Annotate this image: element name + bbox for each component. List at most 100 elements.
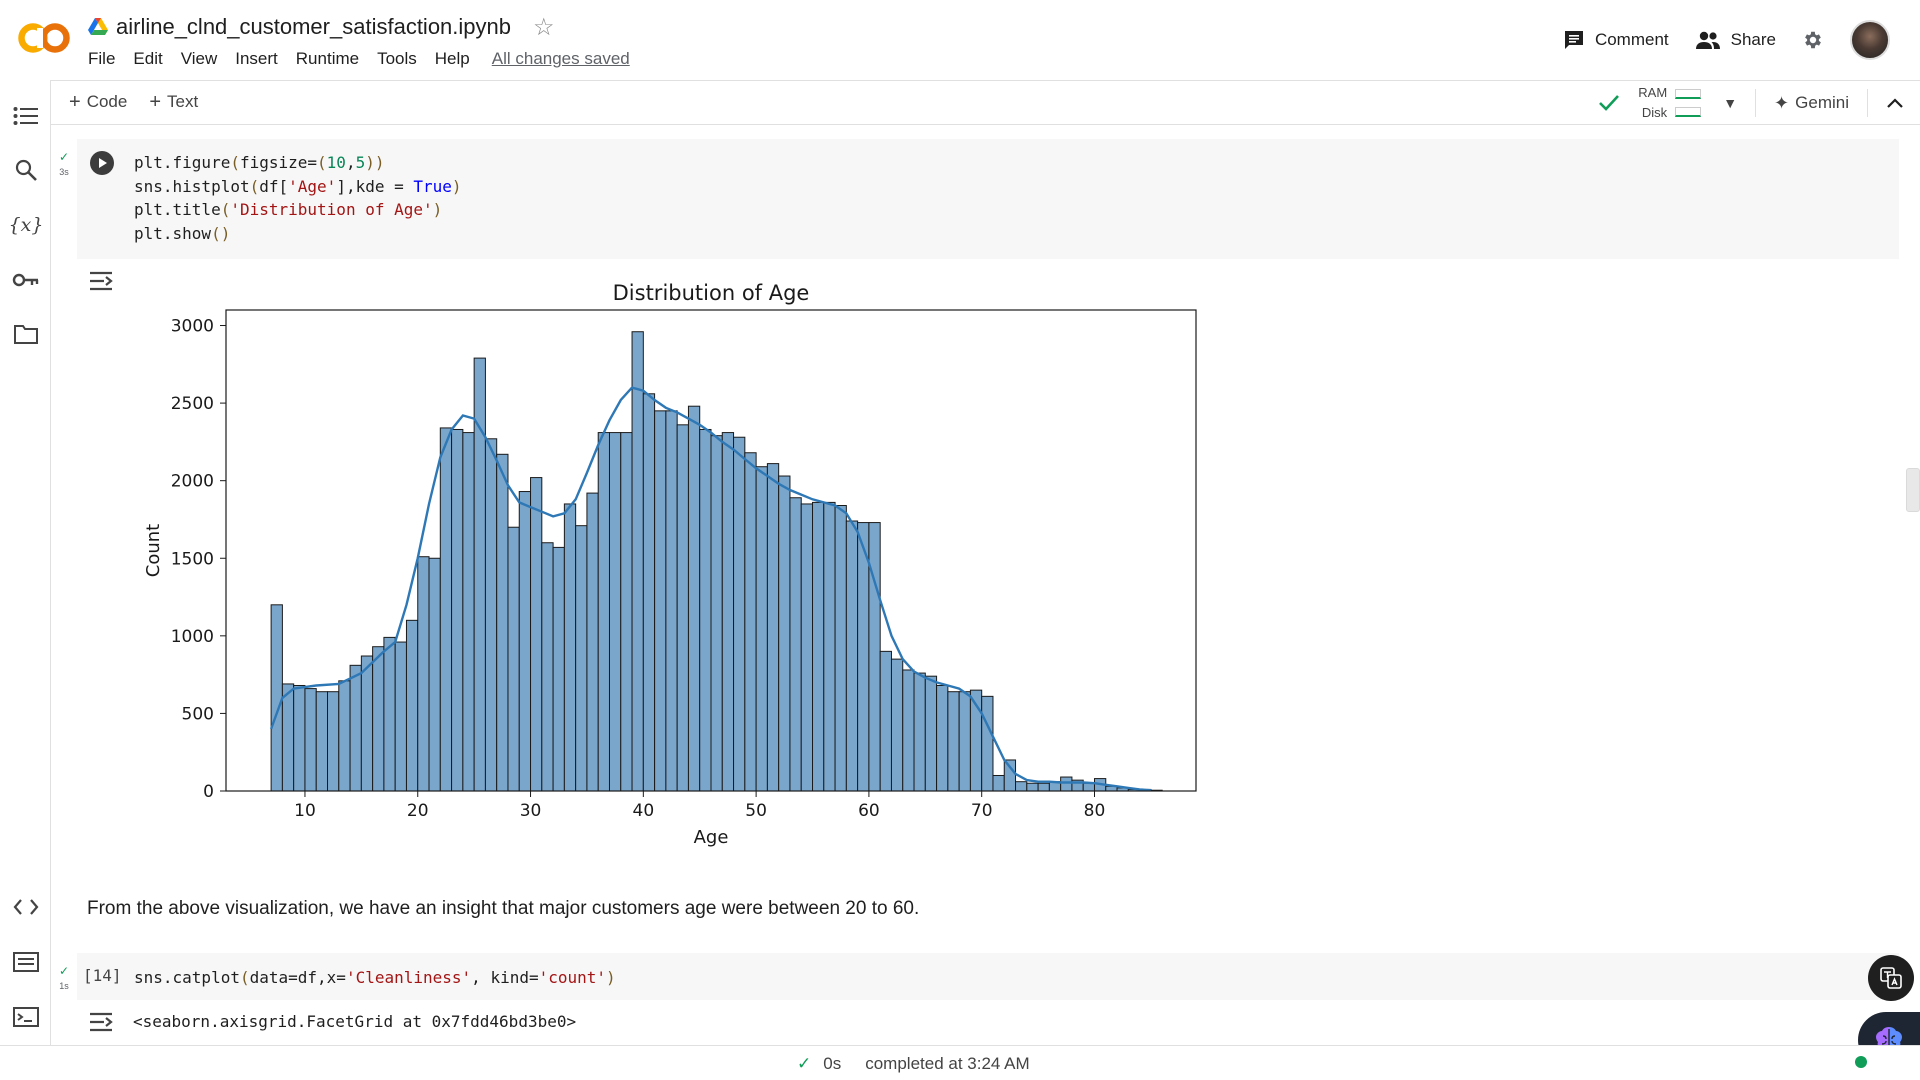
- terminal-icon[interactable]: [12, 1003, 40, 1031]
- comment-icon: [1564, 31, 1583, 49]
- output-toggle-icon[interactable]: [88, 1010, 116, 1034]
- menu-runtime[interactable]: Runtime: [295, 49, 360, 68]
- histogram-bar: [293, 684, 306, 792]
- histogram-bar: [936, 684, 949, 792]
- histogram-bar: [721, 432, 735, 792]
- execution-status[interactable]: ✓ 0s completed at 3:24 AM: [797, 1054, 1030, 1074]
- run-cell-button[interactable]: [90, 151, 114, 175]
- histogram-bar: [981, 695, 994, 792]
- command-palette-icon[interactable]: [12, 948, 40, 976]
- y-tick-label: 3000: [171, 317, 214, 337]
- disk-label: Disk: [1641, 105, 1668, 120]
- menu-edit[interactable]: Edit: [133, 49, 163, 68]
- histogram-bar: [349, 664, 362, 792]
- execution-count: [14]: [83, 966, 122, 985]
- divider: [1867, 89, 1868, 117]
- histogram-bar: [327, 691, 340, 792]
- code-cell[interactable]: ✓ 1s [14] sns.catplot(data=df,x='Cleanli…: [59, 953, 1899, 1000]
- executed-check-icon: ✓: [58, 964, 70, 978]
- variables-icon[interactable]: {x}: [8, 214, 44, 236]
- output-toggle-icon[interactable]: [88, 269, 116, 293]
- menu-view[interactable]: View: [180, 49, 218, 68]
- histogram-bar: [642, 393, 656, 792]
- code-cell[interactable]: ✓ 3s plt.figure(figsize=(10,5)) sns.histp…: [59, 139, 1899, 259]
- histogram-bar: [834, 505, 847, 792]
- y-tick-label: 1000: [171, 627, 214, 647]
- translate-button[interactable]: [1868, 955, 1914, 1001]
- colab-logo[interactable]: [18, 20, 70, 56]
- folder-icon[interactable]: [12, 320, 40, 348]
- histogram-bar: [924, 675, 938, 792]
- histogram-bar: [1060, 776, 1073, 792]
- translate-icon: [1880, 967, 1902, 989]
- code-snippets-icon[interactable]: [12, 893, 40, 921]
- table-of-contents-icon[interactable]: [12, 102, 40, 130]
- app-header: airline_clnd_customer_satisfaction.ipynb…: [0, 0, 1920, 80]
- histogram-bar: [890, 658, 904, 792]
- histogram-bar: [868, 522, 881, 792]
- status-duration: 0s: [823, 1054, 842, 1073]
- scrollbar-thumb[interactable]: [1906, 468, 1920, 512]
- histogram-bar: [462, 432, 475, 792]
- menu-insert[interactable]: Insert: [235, 49, 278, 68]
- histogram-bar: [823, 501, 836, 792]
- histogram-bar: [778, 475, 791, 792]
- y-tick-label: 0: [203, 782, 214, 802]
- markdown-text[interactable]: From the above visualization, we have an…: [87, 898, 920, 919]
- histogram-bar: [1037, 782, 1050, 792]
- add-text-button[interactable]: + Text: [149, 92, 198, 112]
- histogram-bar: [992, 774, 1005, 792]
- add-code-label: Code: [86, 92, 128, 111]
- user-avatar[interactable]: [1850, 20, 1890, 60]
- star-icon[interactable]: ☆: [533, 13, 555, 41]
- gemini-button[interactable]: ✦ Gemini: [1774, 93, 1849, 114]
- y-axis-label: Count: [143, 524, 164, 577]
- histogram-bar: [902, 669, 915, 792]
- histogram-bar: [496, 453, 509, 792]
- secrets-key-icon[interactable]: [12, 266, 40, 294]
- search-icon[interactable]: [12, 156, 40, 184]
- code-line: plt.title('Distribution of Age'): [134, 200, 443, 219]
- code-editor[interactable]: plt.figure(figsize=(10,5)) sns.histplot(d…: [134, 151, 462, 245]
- histogram-bar: [451, 428, 464, 792]
- notebook-title[interactable]: airline_clnd_customer_satisfaction.ipynb: [116, 14, 511, 39]
- x-tick-label: 30: [520, 801, 542, 821]
- save-status[interactable]: All changes saved: [491, 49, 630, 68]
- divider: [1755, 89, 1757, 117]
- menu-file[interactable]: File: [88, 49, 116, 68]
- code-editor[interactable]: sns.catplot(data=df,x='Cleanliness', kin…: [134, 968, 616, 987]
- histogram-bar: [755, 466, 768, 792]
- x-axis-label: Age: [694, 827, 729, 848]
- add-code-button[interactable]: + Code: [69, 92, 127, 112]
- histogram-bar: [417, 556, 430, 792]
- histogram-bar: [281, 683, 295, 792]
- people-icon: [1695, 31, 1720, 49]
- histogram-bar: [800, 503, 814, 792]
- settings-gear-icon[interactable]: [1802, 29, 1824, 51]
- resource-monitor[interactable]: RAM Disk: [1638, 83, 1702, 123]
- histogram-bar: [518, 491, 532, 792]
- menu-tools[interactable]: Tools: [377, 49, 417, 68]
- connection-status-dot: [1855, 1056, 1867, 1068]
- histogram-bar: [789, 497, 802, 792]
- menu-help[interactable]: Help: [434, 49, 470, 68]
- share-button[interactable]: Share: [1695, 30, 1776, 50]
- histogram-bar: [676, 424, 689, 792]
- histogram-bar: [879, 650, 892, 792]
- comment-label: Comment: [1594, 30, 1669, 49]
- x-tick-label: 20: [407, 801, 429, 821]
- kde-line: [269, 386, 1151, 792]
- code-line: sns.histplot(df['Age'],kde = True): [134, 176, 462, 196]
- histogram-bar: [338, 680, 351, 792]
- histogram-bar: [541, 542, 554, 792]
- toolbar-right: RAM Disk ▼ ✦ Gemini: [1598, 85, 1904, 121]
- comment-button[interactable]: Comment: [1563, 29, 1669, 51]
- share-label: Share: [1730, 30, 1776, 49]
- y-tick-label: 2000: [171, 472, 214, 492]
- header-actions: Comment Share: [1563, 20, 1890, 60]
- histogram-bar: [1003, 759, 1017, 792]
- runtime-dropdown-icon[interactable]: ▼: [1723, 95, 1738, 111]
- executed-check-icon: ✓: [58, 150, 70, 164]
- collapse-chevron-up-icon[interactable]: [1886, 97, 1904, 109]
- execution-time: 3s: [59, 167, 69, 177]
